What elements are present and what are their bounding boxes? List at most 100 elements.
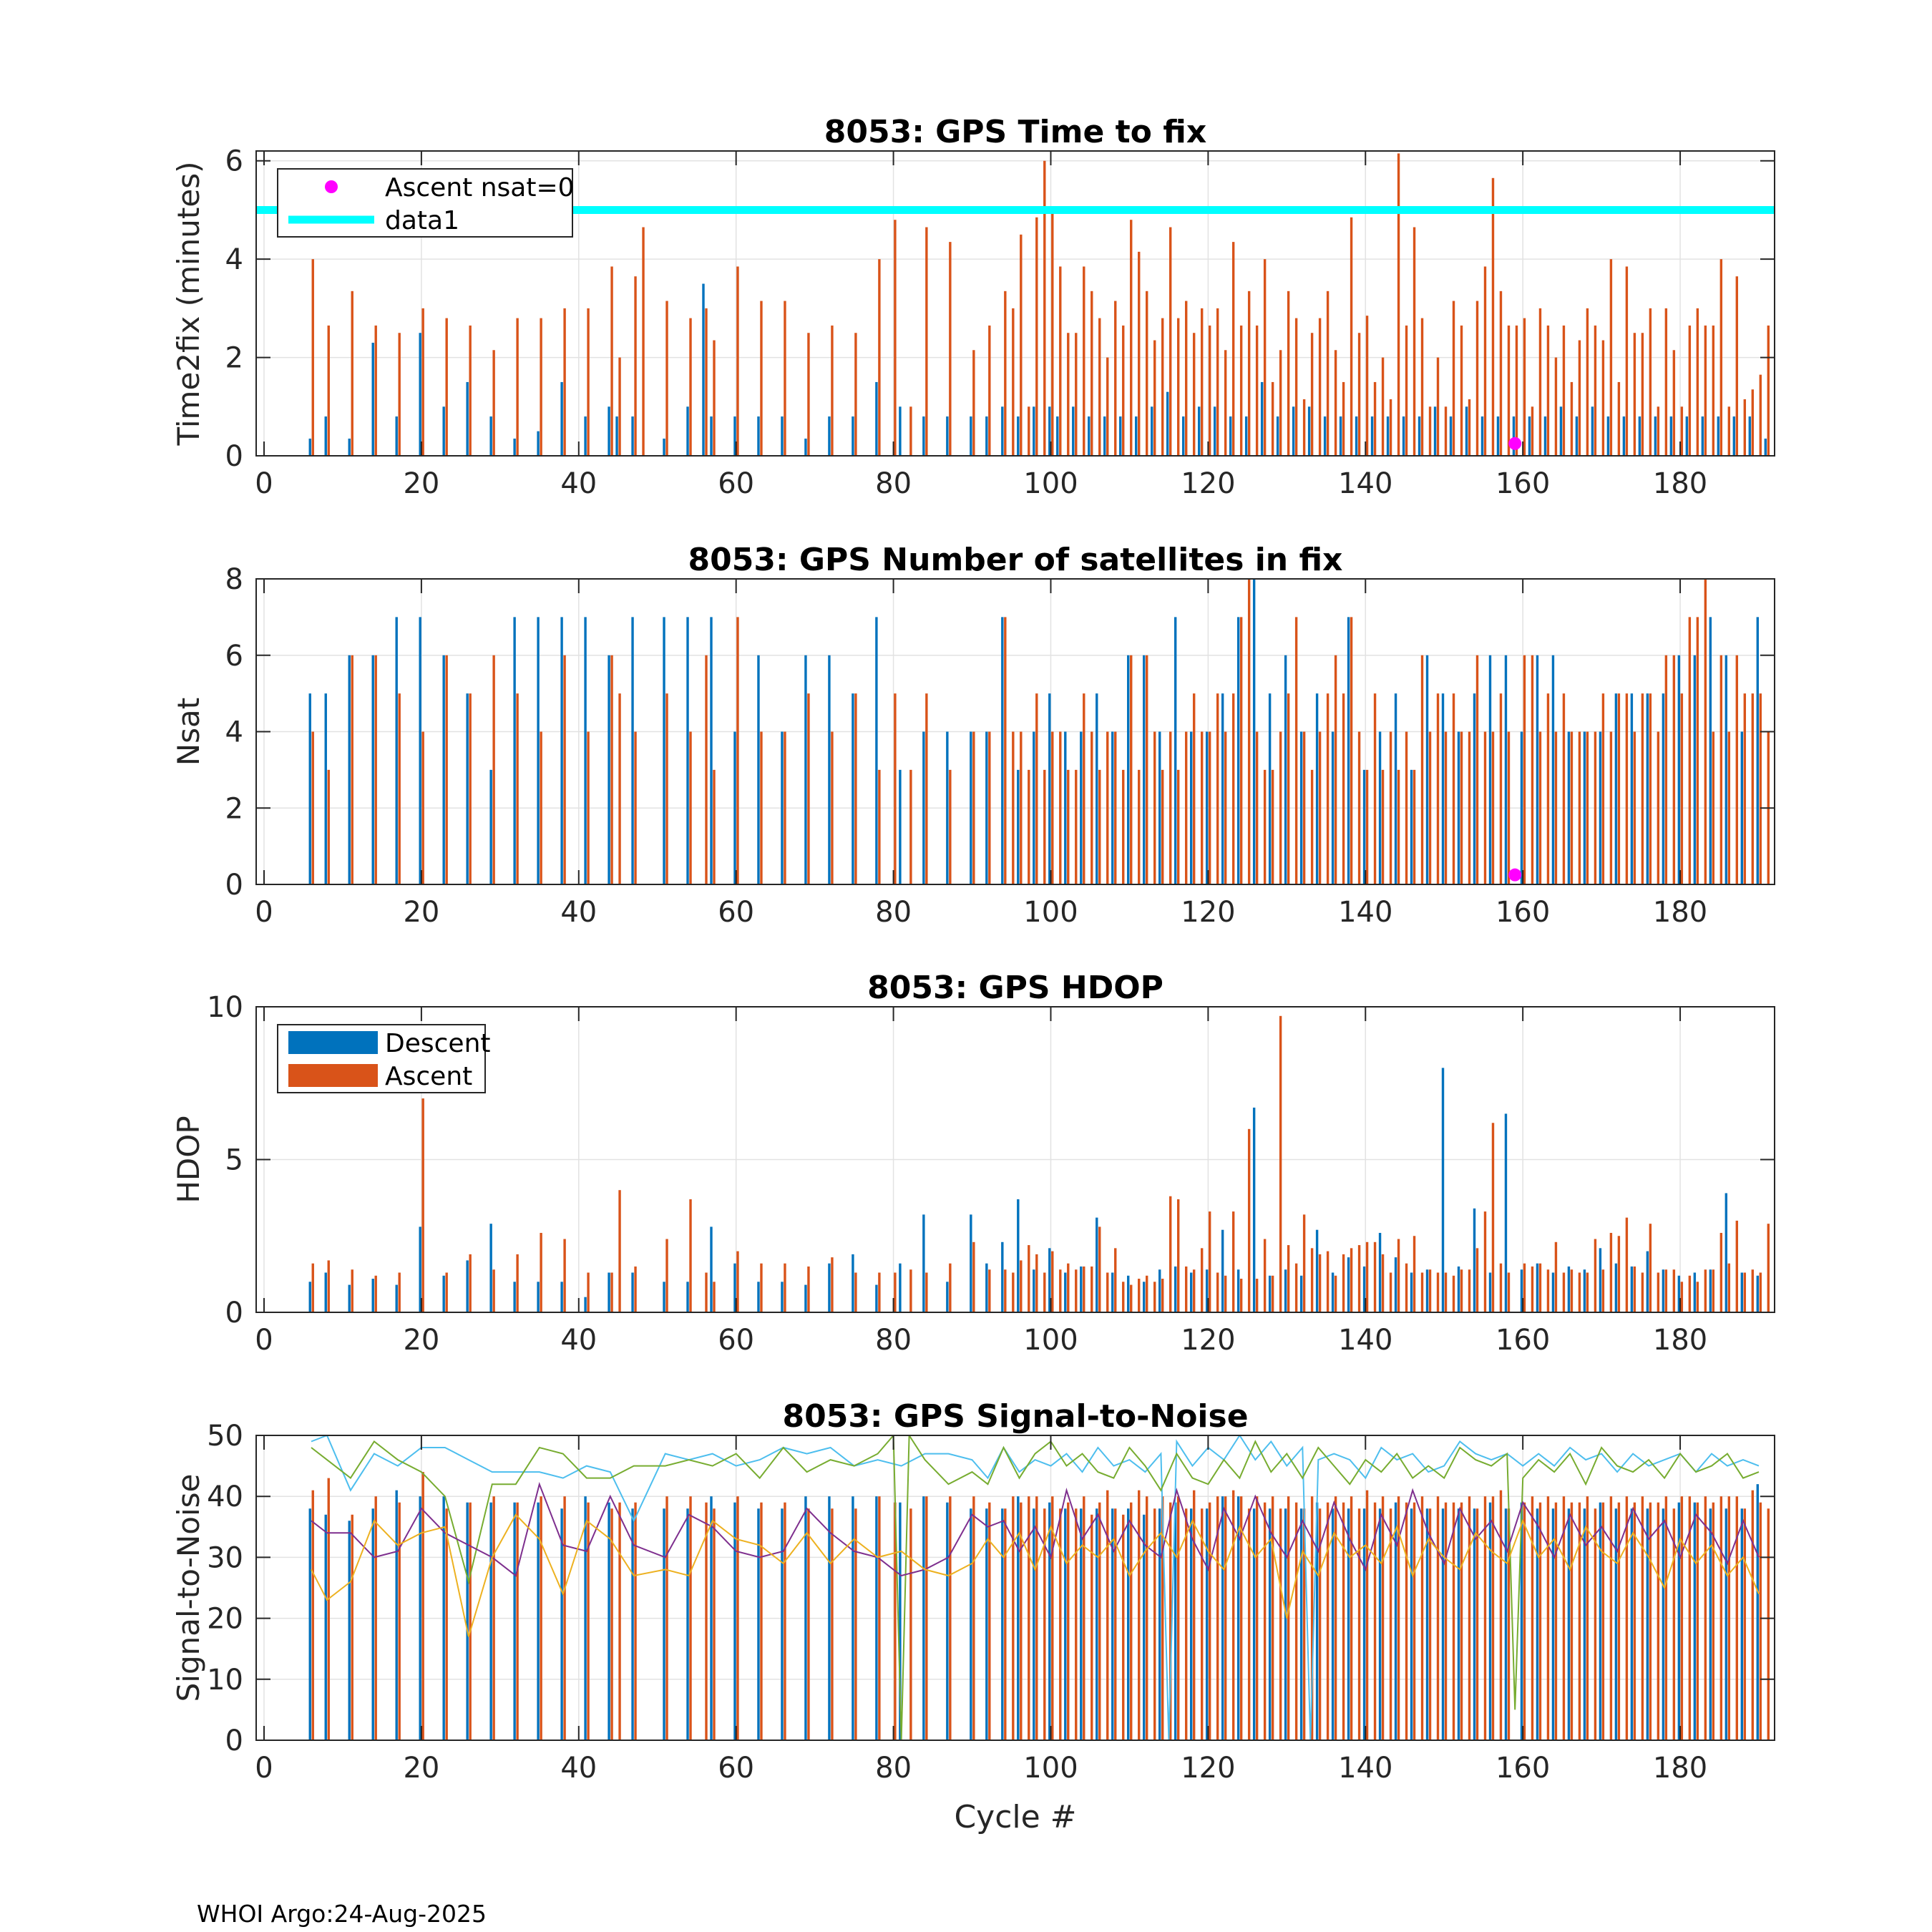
- descent-bar: [1599, 1248, 1602, 1312]
- ascent-bar: [689, 731, 692, 884]
- y-axis-label: Nsat: [171, 698, 206, 766]
- x-tick-label: 180: [1653, 1752, 1707, 1785]
- ascent-bar: [1712, 325, 1715, 456]
- ascent-bar: [1216, 308, 1219, 456]
- ascent-bar: [1468, 731, 1471, 884]
- ascent-bar: [1413, 227, 1416, 456]
- ascent-bar: [1200, 1508, 1204, 1740]
- descent-bar: [946, 731, 949, 884]
- ascent-bar: [1130, 1502, 1133, 1740]
- ascent-bar: [925, 693, 928, 885]
- descent-bar: [1315, 1502, 1319, 1740]
- ascent-bar: [1617, 693, 1621, 885]
- x-tick-label: 120: [1181, 896, 1235, 929]
- ascent-bar: [1688, 617, 1692, 885]
- x-tick-label: 180: [1653, 1324, 1707, 1357]
- legend-box: [277, 168, 573, 238]
- descent-bar: [1473, 1208, 1476, 1312]
- ascent-bar: [1586, 1496, 1589, 1740]
- descent-bar: [324, 1514, 327, 1740]
- x-tick-label: 180: [1653, 467, 1707, 500]
- x-tick-label: 120: [1181, 1324, 1235, 1357]
- descent-bar: [395, 1490, 398, 1740]
- ascent-bar: [311, 1490, 314, 1740]
- legend-bar-swatch: [288, 1031, 378, 1054]
- descent-bar: [1441, 1508, 1445, 1740]
- descent-bar: [985, 1263, 988, 1312]
- ascent-bar: [1531, 1496, 1534, 1740]
- y-tick-label: 0: [225, 1297, 243, 1330]
- ascent-bar: [689, 1199, 692, 1312]
- ascent-bar: [516, 693, 519, 885]
- descent-bar: [1299, 731, 1303, 884]
- ascent-bar: [1138, 1279, 1141, 1312]
- ascent-bar: [1004, 1508, 1007, 1740]
- descent-bar: [1606, 416, 1610, 456]
- descent-bar: [1229, 416, 1232, 456]
- ascent-bar: [831, 1257, 834, 1312]
- ascent-bar: [1546, 1269, 1550, 1312]
- y-tick-label: 0: [225, 1724, 243, 1757]
- descent-bar: [781, 416, 784, 456]
- ascent-bar: [878, 259, 881, 456]
- descent-bar: [371, 1279, 374, 1312]
- descent-bar: [466, 1502, 469, 1740]
- ascent-bar: [1389, 731, 1392, 884]
- descent-bar: [1205, 1269, 1209, 1312]
- ascent-bar: [1719, 1232, 1723, 1312]
- descent-bar: [1724, 1193, 1728, 1312]
- ascent-bar: [563, 308, 566, 456]
- descent-bar: [1064, 731, 1067, 884]
- ascent-bar: [1067, 769, 1070, 885]
- descent-bar: [1111, 1272, 1114, 1312]
- ascent-bar: [1169, 1196, 1172, 1312]
- descent-bar: [1614, 1263, 1618, 1312]
- ascent-bar: [1012, 731, 1015, 884]
- descent-bar: [1339, 416, 1342, 456]
- descent-bar: [442, 655, 445, 884]
- descent-bar: [1127, 1275, 1130, 1312]
- ascent-bar: [1153, 340, 1156, 456]
- ascent-bar: [760, 1263, 763, 1312]
- ascent-bar: [1192, 333, 1196, 456]
- descent-bar: [1307, 406, 1311, 456]
- ascent-bar: [1389, 1508, 1392, 1740]
- ascent-bar: [1735, 1220, 1739, 1312]
- descent-bar: [686, 1282, 689, 1312]
- descent-bar: [899, 1502, 902, 1740]
- descent-bar: [537, 1282, 540, 1312]
- ascent-bar: [1688, 1275, 1692, 1312]
- ascent-bar: [878, 1272, 881, 1312]
- ascent-bar: [1657, 731, 1660, 884]
- ascent-bar: [705, 1502, 708, 1740]
- ascent-bar: [1161, 1496, 1164, 1740]
- descent-bar: [1756, 1275, 1760, 1312]
- descent-bar: [1096, 1217, 1098, 1312]
- ascent-bar: [1231, 242, 1235, 456]
- ascent-bar: [1255, 325, 1259, 456]
- ascent-bar: [1444, 406, 1448, 456]
- ascent-bar: [610, 1272, 613, 1312]
- descent-bar: [1096, 693, 1098, 885]
- descent-bar: [875, 381, 878, 456]
- ascent-bar: [1625, 693, 1629, 885]
- ascent-bar: [445, 1508, 448, 1740]
- ascent-bar: [1452, 693, 1455, 885]
- ascent-bar: [421, 1098, 424, 1312]
- descent-bar: [852, 693, 854, 885]
- ascent-bar: [1617, 1502, 1621, 1740]
- y-tick-label: 10: [207, 1664, 243, 1697]
- ascent-bar: [1334, 1275, 1337, 1312]
- ascent-bar: [1287, 693, 1290, 885]
- descent-bar: [828, 1263, 831, 1312]
- descent-bar: [1488, 1502, 1492, 1740]
- ascent-bar: [1231, 693, 1235, 885]
- ascent-bar: [563, 655, 566, 884]
- ascent-bar: [760, 1502, 763, 1740]
- ascent-bar: [1271, 381, 1274, 456]
- x-tick-label: 160: [1496, 896, 1550, 929]
- ascent-bar: [492, 1496, 495, 1740]
- ascent-bar: [540, 731, 542, 884]
- x-tick-label: 20: [403, 467, 439, 500]
- descent-bar: [1646, 1251, 1649, 1312]
